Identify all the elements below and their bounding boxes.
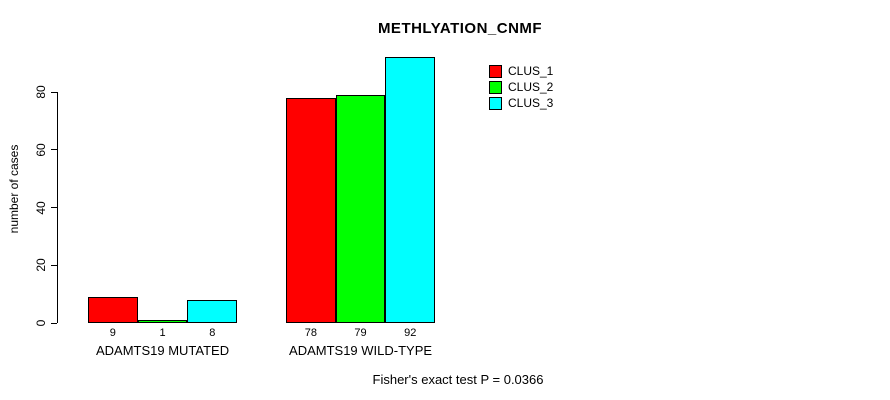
y-tick-mark <box>51 264 57 266</box>
bar-value-label: 79 <box>354 327 367 339</box>
group-label: ADAMTS19 WILD-TYPE <box>289 343 433 358</box>
bar-clus_3 <box>385 57 436 323</box>
y-tick-mark <box>51 322 57 324</box>
y-tick-label: 60 <box>34 143 48 157</box>
y-tick-label: 40 <box>34 200 48 215</box>
bar-value-label: 1 <box>159 327 166 339</box>
y-axis-line <box>57 92 58 323</box>
group-label: ADAMTS19 MUTATED <box>95 343 230 358</box>
bar-value-label: 78 <box>304 327 317 339</box>
y-tick-label: 0 <box>34 319 48 327</box>
bar-value-label: 92 <box>404 327 417 339</box>
legend-item-clus_1: CLUS_1 <box>489 63 553 79</box>
legend-swatch-clus_3 <box>489 96 502 110</box>
y-tick-mark <box>51 91 57 93</box>
legend-label: CLUS_3 <box>508 96 554 110</box>
y-axis-label: number of cases <box>7 144 21 234</box>
y-tick-label: 80 <box>34 85 48 99</box>
bar-clus_1 <box>286 97 336 323</box>
y-tick-label: 20 <box>34 258 48 272</box>
legend-item-clus_3: CLUS_3 <box>489 95 553 111</box>
bar-clus_1 <box>88 297 138 323</box>
y-tick-mark <box>51 207 57 208</box>
bar-value-label: 9 <box>109 327 116 339</box>
legend-swatch-clus_2 <box>489 80 502 94</box>
y-tick-mark <box>51 149 57 151</box>
bar-clus_3 <box>187 299 238 323</box>
legend: CLUS_1 CLUS_2 CLUS_3 <box>489 63 553 111</box>
legend-item-clus_2: CLUS_2 <box>489 79 553 95</box>
bar-clus_2 <box>335 94 386 323</box>
legend-label: CLUS_1 <box>508 64 554 78</box>
bar-value-label: 8 <box>209 327 216 339</box>
fisher-test-annotation: Fisher's exact test P = 0.0366 <box>372 372 544 387</box>
legend-label: CLUS_2 <box>508 80 554 94</box>
legend-swatch-clus_1 <box>489 64 502 78</box>
bar-clus_2 <box>137 320 188 323</box>
chart-title: METHLYATION_CNMF <box>377 20 543 37</box>
